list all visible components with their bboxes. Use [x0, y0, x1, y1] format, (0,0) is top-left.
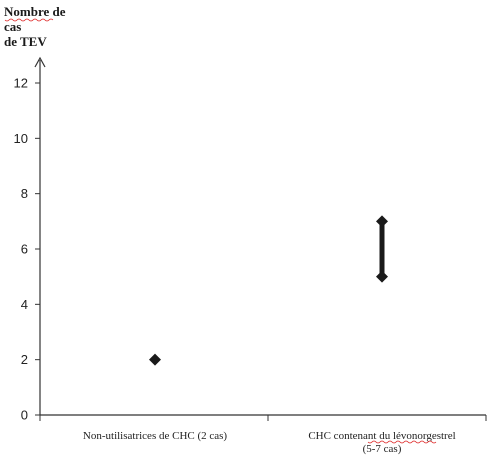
y-axis-title-line-2: de TEV — [4, 34, 47, 49]
y-tick-label-12: 12 — [14, 76, 28, 91]
spellcheck-underline-category-1 — [367, 440, 437, 444]
x-category-label-1: CHC contenant du lévonorgestrel (5-7 cas) — [308, 430, 455, 455]
y-axis-title: Nombre de cas de TEV — [4, 4, 84, 49]
range-low-point-1 — [376, 270, 388, 283]
y-axis-arrow-icon — [34, 56, 46, 68]
x-category-label-1-line-0: CHC contenant du lévonorgestrel — [308, 430, 455, 442]
y-tick-label-6: 6 — [21, 242, 28, 257]
y-tick-label-10: 10 — [14, 131, 28, 146]
y-tick-label-0: 0 — [21, 408, 28, 423]
range-high-point-1 — [376, 215, 388, 228]
y-tick-label-8: 8 — [21, 186, 28, 201]
x-category-label-0-line-0: Non-utilisatrices de CHC (2 cas) — [83, 430, 228, 442]
x-category-label-1-line-1: (5-7 cas) — [363, 443, 402, 455]
data-point-0 — [149, 353, 161, 366]
spellcheck-underline-title — [4, 18, 54, 22]
x-category-label-0: Non-utilisatrices de CHC (2 cas) — [83, 430, 228, 442]
y-axis-title-line-1: Nombre de cas — [4, 4, 66, 34]
y-tick-label-2: 2 — [21, 352, 28, 367]
y-tick-label-4: 4 — [21, 297, 28, 312]
